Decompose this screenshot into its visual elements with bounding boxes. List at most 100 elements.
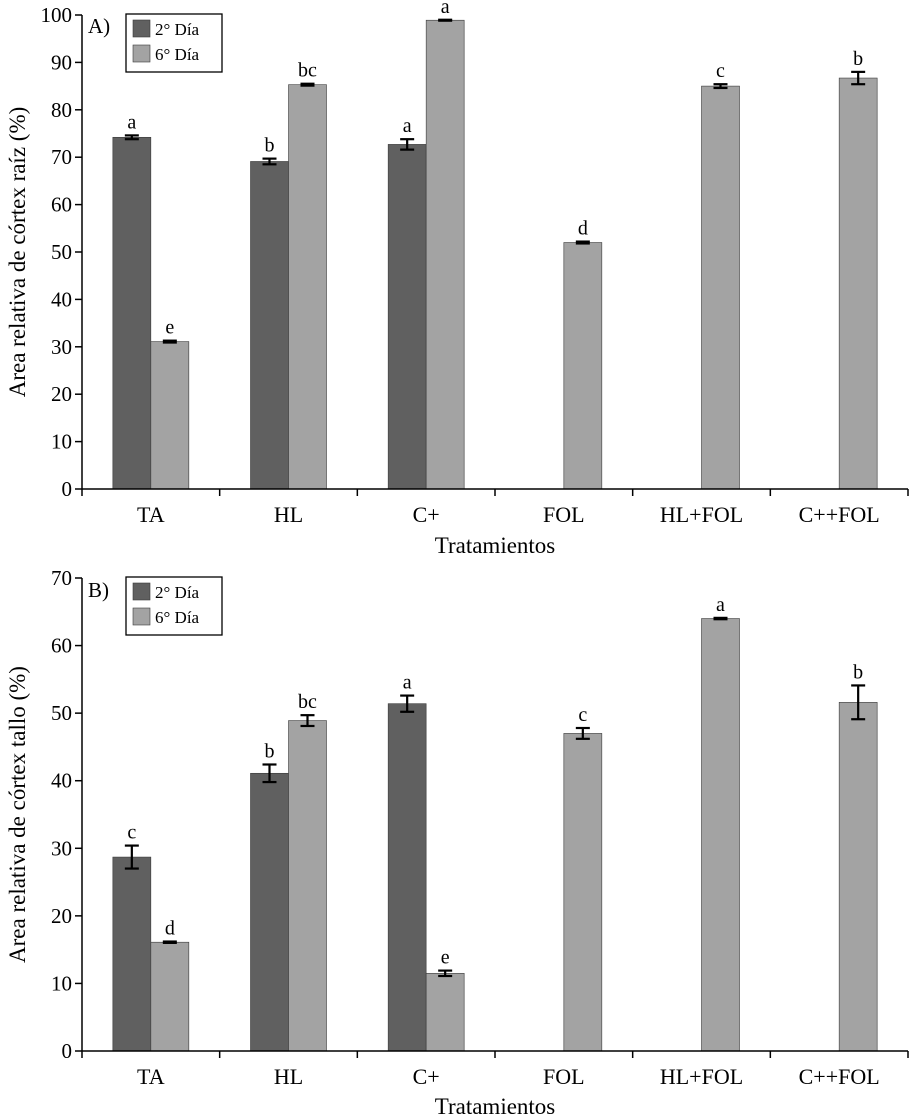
- error-bar: [713, 616, 728, 621]
- error-bar: [162, 339, 177, 344]
- y-tick-label: 90: [51, 50, 72, 74]
- error-bar: [124, 844, 139, 870]
- legend-label: 6° Día: [155, 608, 200, 627]
- bar: [387, 144, 427, 490]
- significance-letter: a: [716, 594, 725, 616]
- legend-swatch: [132, 44, 151, 63]
- legend-label: 6° Día: [155, 45, 200, 64]
- y-tick-label: 40: [51, 769, 72, 793]
- y-tick-label: 30: [51, 335, 72, 359]
- x-tick-label: TA: [137, 502, 165, 527]
- legend-swatch: [132, 19, 151, 38]
- error-bar: [262, 157, 277, 166]
- bar: [425, 972, 465, 1052]
- legend: 2° Día 6° Día: [125, 576, 223, 636]
- y-axis-title: Area relativa de córtex tallo (%): [5, 666, 30, 963]
- significance-letter: c: [127, 822, 136, 844]
- x-tick-label: C++FOL: [799, 502, 880, 527]
- y-tick-label: 40: [51, 287, 72, 311]
- significance-letter: b: [265, 740, 275, 762]
- significance-letter: c: [578, 704, 587, 726]
- y-tick-label: 10: [51, 971, 72, 995]
- bar: [250, 772, 289, 1052]
- y-tick-label: 0: [62, 477, 73, 501]
- significance-letter: b: [853, 661, 863, 683]
- bar: [838, 702, 878, 1052]
- bar: [112, 856, 152, 1052]
- significance-letter: d: [165, 918, 175, 940]
- bar: [425, 19, 465, 490]
- error-bar: [713, 83, 728, 90]
- legend-label: 2° Día: [155, 20, 200, 39]
- y-tick-label: 30: [51, 836, 72, 860]
- y-tick-label: 100: [41, 3, 73, 27]
- x-tick-label: C++FOL: [799, 1064, 880, 1089]
- bar: [150, 941, 190, 1052]
- x-tick-label: HL+FOL: [660, 502, 743, 527]
- y-tick-label: 20: [51, 904, 72, 928]
- error-bar: [262, 763, 277, 784]
- bar: [288, 84, 327, 490]
- y-tick-label: 70: [51, 566, 72, 590]
- significance-letter: b: [853, 48, 863, 70]
- bar: [701, 85, 740, 490]
- error-bar: [851, 684, 866, 721]
- y-tick-label: 60: [51, 634, 72, 658]
- bar: [563, 733, 603, 1052]
- y-tick-label: 20: [51, 382, 72, 406]
- bar: [288, 720, 327, 1052]
- significance-letter: a: [403, 115, 412, 137]
- error-bar: [124, 134, 139, 141]
- y-tick-label: 0: [62, 1039, 73, 1063]
- y-tick-label: 60: [51, 193, 72, 217]
- x-tick-label: HL: [274, 1064, 303, 1089]
- legend-swatch: [132, 582, 151, 601]
- y-tick-label: 80: [51, 98, 72, 122]
- x-tick-label: C+: [413, 502, 440, 527]
- panel-a: a b a e bc a d c b 0 10 20 30 40 50 60 70 80 90 100 TA HL C+ FO…: [5, 0, 909, 558]
- significance-letter: b: [265, 135, 275, 157]
- error-bar: [300, 82, 315, 87]
- panel-label: A): [88, 14, 110, 38]
- error-bar: [575, 240, 590, 245]
- significance-letter: bc: [298, 60, 317, 82]
- x-tick-label: C+: [413, 1064, 440, 1089]
- significance-letter: a: [403, 672, 412, 694]
- x-axis-title: Tratamientos: [435, 533, 556, 558]
- x-tick-label: HL: [274, 502, 303, 527]
- y-tick-label: 50: [51, 701, 72, 725]
- legend-label: 2° Día: [155, 583, 200, 602]
- error-bar: [575, 726, 590, 740]
- bar: [387, 703, 427, 1052]
- significance-letter: c: [716, 60, 725, 82]
- y-axis-title: Area relativa de córtex raíz (%): [5, 107, 30, 398]
- panel-label: B): [88, 578, 109, 602]
- significance-letter: d: [578, 218, 588, 240]
- legend-swatch: [132, 607, 151, 626]
- bar: [838, 77, 878, 490]
- x-tick-label: HL+FOL: [660, 1064, 743, 1089]
- panel-b: c b a d bc e c a b 0 10 20 30 40 50 60 70 TA HL C+ FOL HL+FOL…: [5, 566, 909, 1118]
- error-bar: [400, 694, 415, 713]
- significance-letter: e: [165, 317, 174, 339]
- bar: [563, 242, 603, 490]
- error-bar: [851, 70, 866, 86]
- bar: [250, 161, 289, 490]
- error-bar: [438, 969, 453, 978]
- error-bar: [400, 138, 415, 151]
- significance-letter: e: [441, 947, 450, 969]
- significance-letter: a: [441, 0, 450, 18]
- error-bar: [438, 18, 453, 22]
- error-bar: [300, 714, 315, 728]
- y-tick-label: 10: [51, 430, 72, 454]
- significance-letter: bc: [298, 691, 317, 713]
- x-tick-label: FOL: [543, 1064, 585, 1089]
- x-axis-title: Tratamientos: [435, 1094, 556, 1118]
- bar: [701, 618, 740, 1052]
- y-tick-label: 50: [51, 240, 72, 264]
- error-bar: [162, 940, 177, 944]
- bar: [112, 136, 152, 490]
- x-tick-label: TA: [137, 1064, 165, 1089]
- significance-letter: a: [127, 111, 136, 133]
